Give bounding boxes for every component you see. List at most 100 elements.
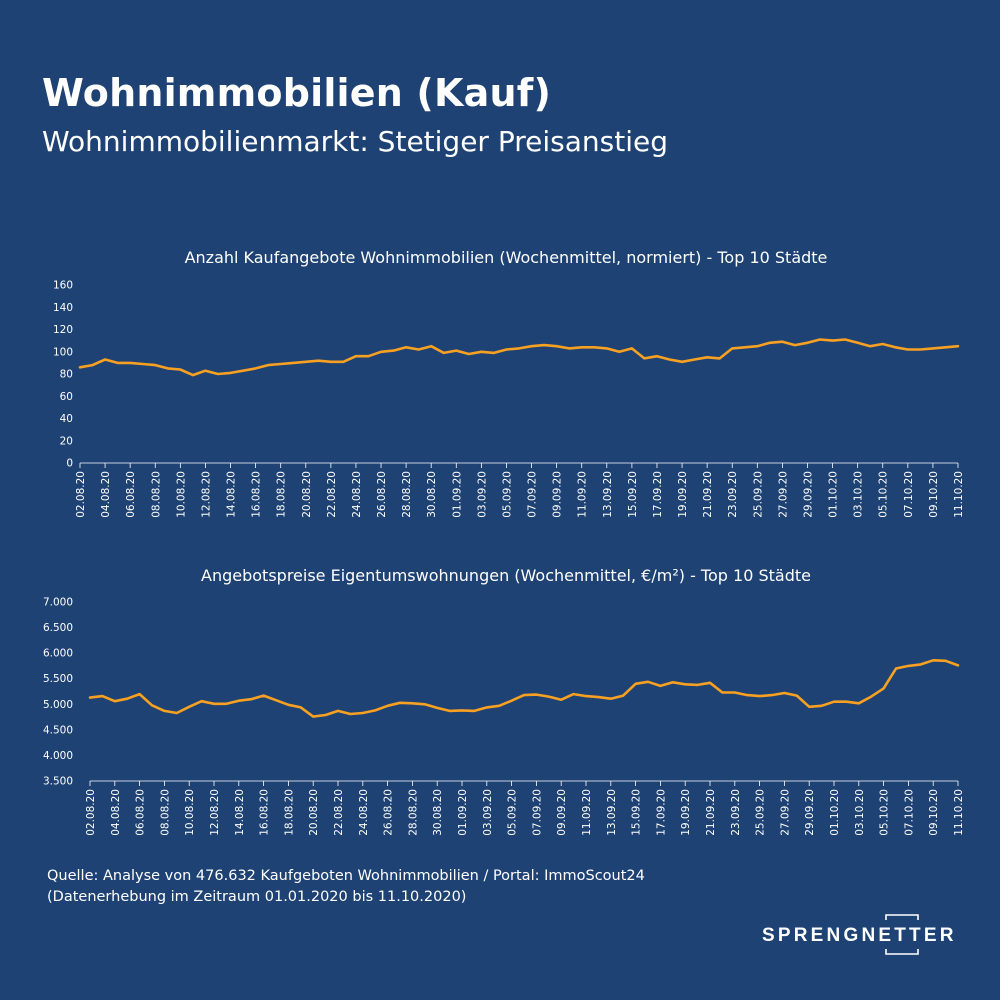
y-tick-label: 6.000 bbox=[43, 648, 73, 660]
logo-bracket-icon bbox=[885, 914, 919, 955]
x-tick-label: 12.08.20 bbox=[200, 471, 212, 518]
x-tick-label: 22.08.20 bbox=[333, 789, 345, 836]
y-tick-label: 60 bbox=[60, 391, 73, 403]
x-tick-label: 03.09.20 bbox=[482, 789, 494, 836]
x-tick-label: 20.08.20 bbox=[301, 471, 313, 518]
x-tick-label: 17.09.20 bbox=[652, 471, 664, 518]
x-tick-label: 05.09.20 bbox=[507, 789, 519, 836]
x-tick-label: 11.10.20 bbox=[953, 471, 965, 518]
x-tick-label: 02.08.20 bbox=[85, 789, 97, 836]
x-tick-label: 14.08.20 bbox=[226, 471, 238, 518]
y-tick-label: 0 bbox=[66, 458, 73, 470]
x-tick-label: 05.09.20 bbox=[501, 471, 513, 518]
x-tick-label: 13.09.20 bbox=[606, 789, 618, 836]
x-tick-label: 29.09.20 bbox=[804, 789, 816, 836]
x-tick-label: 03.10.20 bbox=[853, 471, 865, 518]
y-tick-label: 3.500 bbox=[43, 776, 73, 788]
x-tick-label: 19.09.20 bbox=[680, 789, 692, 836]
x-tick-label: 25.09.20 bbox=[755, 789, 767, 836]
x-tick-label: 30.08.20 bbox=[432, 789, 444, 836]
x-tick-label: 18.08.20 bbox=[276, 471, 288, 518]
series-line bbox=[78, 338, 960, 377]
x-tick-label: 01.09.20 bbox=[451, 471, 463, 518]
y-tick-label: 4.000 bbox=[43, 750, 73, 762]
logo-text: SPRENGNETTER bbox=[762, 925, 957, 946]
chart-2-title: Angebotspreise Eigentumswohnungen (Woche… bbox=[201, 566, 811, 585]
x-tick-label: 01.09.20 bbox=[457, 789, 469, 836]
series-line bbox=[88, 659, 960, 718]
x-tick-label: 09.09.20 bbox=[556, 789, 568, 836]
x-tick-label: 11.09.20 bbox=[577, 471, 589, 518]
x-tick-label: 07.09.20 bbox=[531, 789, 543, 836]
sprengnetter-logo: SPRENGNETTER bbox=[762, 912, 953, 957]
y-tick-label: 120 bbox=[53, 324, 73, 336]
x-tick-label: 24.08.20 bbox=[351, 471, 363, 518]
x-tick-label: 26.08.20 bbox=[383, 789, 395, 836]
x-tick-label: 06.08.20 bbox=[125, 471, 137, 518]
x-tick-label: 21.09.20 bbox=[702, 471, 714, 518]
x-tick-label: 04.08.20 bbox=[100, 471, 112, 518]
x-tick-label: 19.09.20 bbox=[677, 471, 689, 518]
x-tick-label: 09.09.20 bbox=[552, 471, 564, 518]
x-tick-label: 23.09.20 bbox=[730, 789, 742, 836]
x-tick-label: 11.10.20 bbox=[953, 789, 965, 836]
y-tick-label: 100 bbox=[53, 346, 73, 358]
x-tick-label: 28.08.20 bbox=[401, 471, 413, 518]
source-line-1: Quelle: Analyse von 476.632 Kaufgeboten … bbox=[47, 868, 645, 884]
y-tick-label: 40 bbox=[60, 413, 73, 425]
x-tick-label: 02.08.20 bbox=[75, 471, 87, 518]
x-tick-label: 15.09.20 bbox=[627, 471, 639, 518]
source-line-2: (Datenerhebung im Zeitraum 01.01.2020 bi… bbox=[47, 889, 467, 905]
x-tick-label: 05.10.20 bbox=[878, 471, 890, 518]
x-tick-label: 06.08.20 bbox=[135, 789, 147, 836]
x-tick-label: 22.08.20 bbox=[326, 471, 338, 518]
x-tick-label: 09.10.20 bbox=[928, 789, 940, 836]
y-tick-label: 80 bbox=[60, 369, 73, 381]
page-title: Wohnimmobilien (Kauf) bbox=[42, 71, 552, 115]
x-tick-label: 09.10.20 bbox=[928, 471, 940, 518]
y-tick-label: 7.000 bbox=[43, 597, 73, 609]
x-tick-label: 28.08.20 bbox=[407, 789, 419, 836]
y-tick-label: 140 bbox=[53, 302, 73, 314]
x-tick-label: 20.08.20 bbox=[308, 789, 320, 836]
x-tick-label: 07.10.20 bbox=[903, 471, 915, 518]
x-tick-label: 03.09.20 bbox=[476, 471, 488, 518]
x-tick-label: 23.09.20 bbox=[727, 471, 739, 518]
x-tick-label: 10.08.20 bbox=[175, 471, 187, 518]
x-tick-label: 16.08.20 bbox=[251, 471, 263, 518]
y-tick-label: 20 bbox=[60, 435, 73, 447]
x-tick-label: 01.10.20 bbox=[829, 789, 841, 836]
x-tick-label: 15.09.20 bbox=[631, 789, 643, 836]
x-tick-label: 12.08.20 bbox=[209, 789, 221, 836]
x-tick-label: 01.10.20 bbox=[828, 471, 840, 518]
y-tick-label: 5.500 bbox=[43, 673, 73, 685]
x-tick-label: 11.09.20 bbox=[581, 789, 593, 836]
x-tick-label: 21.09.20 bbox=[705, 789, 717, 836]
x-tick-label: 16.08.20 bbox=[259, 789, 271, 836]
y-tick-label: 160 bbox=[53, 280, 73, 292]
page-subtitle: Wohnimmobilienmarkt: Stetiger Preisansti… bbox=[42, 125, 668, 158]
listings-count-chart: 0 20 40 60 80 100 120 140 160 02.08.20 04.08.20 06.… bbox=[53, 280, 965, 518]
x-tick-label: 25.09.20 bbox=[752, 471, 764, 518]
x-tick-label: 08.08.20 bbox=[159, 789, 171, 836]
x-tick-label: 13.09.20 bbox=[602, 471, 614, 518]
source-note: Quelle: Analyse von 476.632 Kaufgeboten … bbox=[47, 866, 645, 908]
x-tick-label: 27.09.20 bbox=[779, 789, 791, 836]
x-tick-label: 27.09.20 bbox=[777, 471, 789, 518]
y-tick-label: 4.500 bbox=[43, 724, 73, 736]
x-tick-label: 07.09.20 bbox=[527, 471, 539, 518]
y-tick-label: 6.500 bbox=[43, 622, 73, 634]
y-tick-label: 5.000 bbox=[43, 699, 73, 711]
apartment-prices-chart: 3.500 4.000 4.500 5.000 5.500 6.000 6.500 7.000… bbox=[43, 597, 965, 836]
x-tick-label: 14.08.20 bbox=[234, 789, 246, 836]
x-tick-label: 08.08.20 bbox=[150, 471, 162, 518]
x-tick-label: 03.10.20 bbox=[854, 789, 866, 836]
x-tick-label: 24.08.20 bbox=[358, 789, 370, 836]
x-tick-label: 10.08.20 bbox=[184, 789, 196, 836]
x-tick-label: 05.10.20 bbox=[879, 789, 891, 836]
chart-1-title: Anzahl Kaufangebote Wohnimmobilien (Woch… bbox=[184, 248, 828, 267]
x-tick-label: 18.08.20 bbox=[283, 789, 295, 836]
x-tick-label: 07.10.20 bbox=[903, 789, 915, 836]
x-tick-label: 30.08.20 bbox=[426, 471, 438, 518]
x-tick-label: 26.08.20 bbox=[376, 471, 388, 518]
